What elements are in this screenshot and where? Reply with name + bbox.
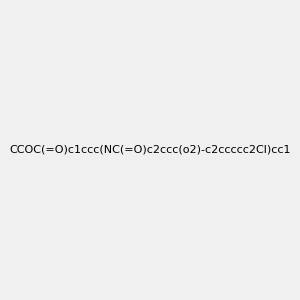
- Text: CCOC(=O)c1ccc(NC(=O)c2ccc(o2)-c2ccccc2Cl)cc1: CCOC(=O)c1ccc(NC(=O)c2ccc(o2)-c2ccccc2Cl…: [9, 145, 291, 155]
